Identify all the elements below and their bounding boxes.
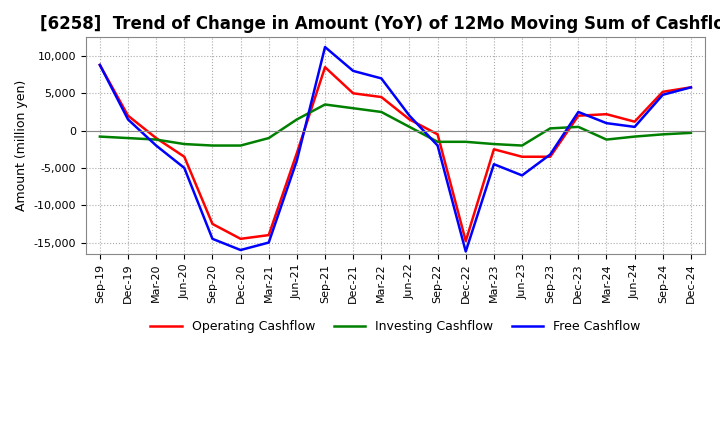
Operating Cashflow [602, 112, 611, 117]
Free Cashflow [320, 44, 329, 50]
Free Cashflow [208, 236, 217, 242]
Free Cashflow [630, 124, 639, 129]
Investing Cashflow [687, 130, 696, 136]
Free Cashflow [602, 121, 611, 126]
Free Cashflow [546, 152, 554, 157]
Free Cashflow [180, 165, 189, 171]
Operating Cashflow [208, 221, 217, 227]
Operating Cashflow [377, 95, 386, 100]
Free Cashflow [152, 143, 161, 148]
Free Cashflow [236, 247, 245, 253]
Operating Cashflow [574, 113, 582, 118]
Investing Cashflow [405, 124, 414, 129]
Title: [6258]  Trend of Change in Amount (YoY) of 12Mo Moving Sum of Cashflows: [6258] Trend of Change in Amount (YoY) o… [40, 15, 720, 33]
Operating Cashflow [546, 154, 554, 159]
Operating Cashflow [433, 132, 442, 137]
Line: Operating Cashflow: Operating Cashflow [100, 65, 691, 241]
Free Cashflow [687, 84, 696, 90]
Investing Cashflow [546, 126, 554, 131]
Operating Cashflow [152, 136, 161, 141]
Operating Cashflow [349, 91, 358, 96]
Free Cashflow [349, 68, 358, 73]
Free Cashflow [124, 117, 132, 122]
Operating Cashflow [659, 89, 667, 95]
Free Cashflow [518, 173, 526, 178]
Operating Cashflow [96, 62, 104, 68]
Free Cashflow [292, 158, 301, 163]
Investing Cashflow [152, 137, 161, 142]
Operating Cashflow [264, 232, 273, 238]
Operating Cashflow [124, 113, 132, 118]
Investing Cashflow [264, 136, 273, 141]
Investing Cashflow [433, 139, 442, 144]
Free Cashflow [574, 109, 582, 114]
Operating Cashflow [320, 65, 329, 70]
Free Cashflow [659, 92, 667, 97]
Operating Cashflow [180, 154, 189, 159]
Free Cashflow [96, 62, 104, 68]
Investing Cashflow [124, 136, 132, 141]
Operating Cashflow [405, 117, 414, 122]
Operating Cashflow [490, 147, 498, 152]
Investing Cashflow [602, 137, 611, 142]
Y-axis label: Amount (million yen): Amount (million yen) [15, 80, 28, 211]
Investing Cashflow [292, 117, 301, 122]
Investing Cashflow [377, 109, 386, 114]
Free Cashflow [405, 113, 414, 118]
Investing Cashflow [630, 134, 639, 139]
Operating Cashflow [687, 84, 696, 90]
Line: Free Cashflow: Free Cashflow [100, 47, 691, 252]
Investing Cashflow [490, 141, 498, 147]
Free Cashflow [462, 249, 470, 254]
Investing Cashflow [320, 102, 329, 107]
Free Cashflow [264, 240, 273, 245]
Investing Cashflow [659, 132, 667, 137]
Investing Cashflow [462, 139, 470, 144]
Operating Cashflow [292, 150, 301, 156]
Operating Cashflow [518, 154, 526, 159]
Investing Cashflow [236, 143, 245, 148]
Investing Cashflow [208, 143, 217, 148]
Investing Cashflow [349, 106, 358, 111]
Operating Cashflow [236, 236, 245, 242]
Line: Investing Cashflow: Investing Cashflow [100, 104, 691, 146]
Investing Cashflow [518, 143, 526, 148]
Legend: Operating Cashflow, Investing Cashflow, Free Cashflow: Operating Cashflow, Investing Cashflow, … [145, 315, 645, 338]
Investing Cashflow [180, 141, 189, 147]
Free Cashflow [490, 161, 498, 167]
Free Cashflow [433, 143, 442, 148]
Operating Cashflow [630, 119, 639, 125]
Operating Cashflow [462, 238, 470, 244]
Investing Cashflow [96, 134, 104, 139]
Investing Cashflow [574, 124, 582, 129]
Free Cashflow [377, 76, 386, 81]
